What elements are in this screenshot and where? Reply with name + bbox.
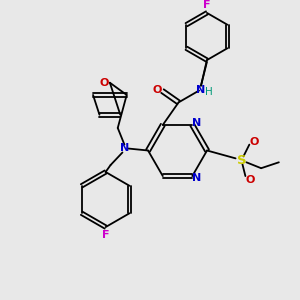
- Text: O: O: [99, 78, 109, 88]
- Text: O: O: [153, 85, 162, 95]
- Text: N: N: [192, 118, 201, 128]
- Text: H: H: [205, 87, 213, 97]
- Text: O: O: [250, 136, 259, 147]
- Text: O: O: [246, 175, 255, 185]
- Text: N: N: [120, 142, 129, 153]
- Text: N: N: [192, 173, 201, 183]
- Text: F: F: [203, 0, 211, 10]
- Text: F: F: [102, 230, 110, 240]
- Text: S: S: [237, 154, 246, 167]
- Text: N: N: [196, 85, 206, 94]
